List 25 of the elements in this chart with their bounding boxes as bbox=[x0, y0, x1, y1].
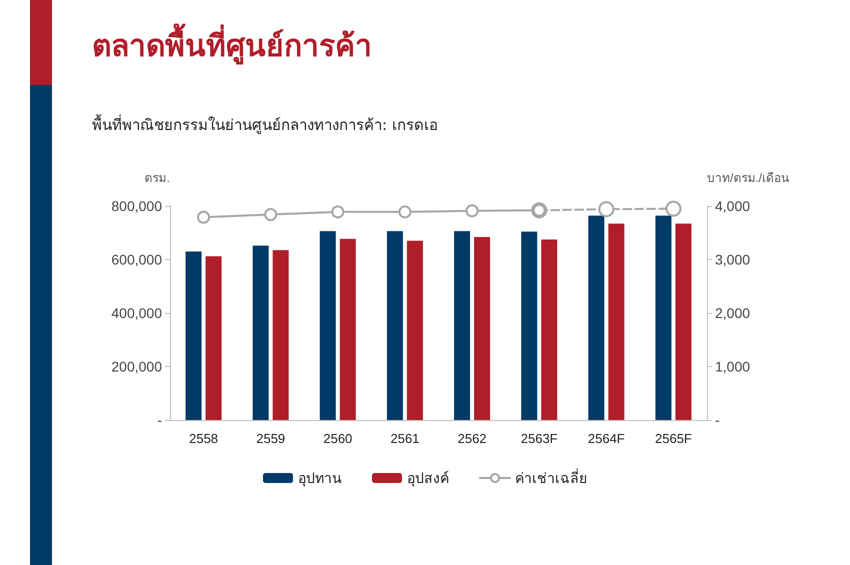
y2-tick-label: 3,000 bbox=[715, 252, 750, 268]
x-tick-label: 2564F bbox=[588, 431, 625, 446]
y-tick-label: 200,000 bbox=[111, 358, 162, 374]
legend-label: อุปทาน bbox=[298, 470, 342, 487]
x-tick-label: 2562 bbox=[458, 431, 487, 446]
x-tick-label: 2563F bbox=[520, 431, 558, 446]
y-tick-label: 400,000 bbox=[111, 305, 162, 321]
y2-tick-label: - bbox=[715, 412, 720, 428]
y-tick-label: 800,000 bbox=[111, 198, 162, 214]
x-tick-label: 2558 bbox=[189, 431, 218, 446]
y2-tick-label: 4,000 bbox=[715, 198, 750, 214]
x-tick-label: 2561 bbox=[390, 431, 420, 446]
legend-label: ค่าเช่าเฉลี่ย bbox=[515, 469, 587, 486]
y-tick-label: - bbox=[157, 412, 162, 428]
y2-tick-label: 2,000 bbox=[715, 305, 750, 321]
x-tick-label: 2559 bbox=[256, 431, 286, 446]
y2-tick-label: 1,000 bbox=[715, 358, 750, 374]
y2-axis-title: บาท/ตรม./เดือน bbox=[707, 171, 790, 185]
legend-label: อุปสงค์ bbox=[407, 470, 449, 487]
x-tick-label: 2565F bbox=[655, 431, 692, 446]
chart-title: ตลาดพื้นที่ศูนย์การค้า bbox=[92, 22, 372, 66]
chart-subtitle: พื้นที่พาณิชยกรรมในย่านศูนย์กลางทางการค้า: เกรดเอ bbox=[92, 113, 438, 136]
x-tick-label: 2560 bbox=[323, 431, 352, 446]
y-axis-title: ตรม. bbox=[144, 171, 170, 185]
y-tick-label: 600,000 bbox=[111, 252, 162, 268]
